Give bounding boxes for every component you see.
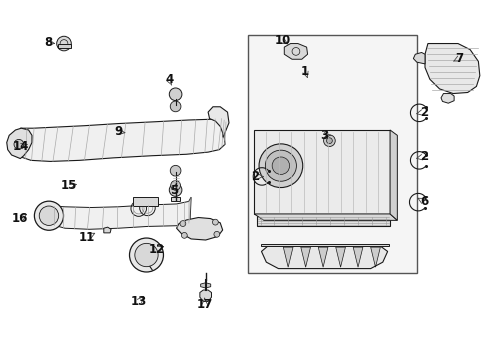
Circle shape <box>169 184 182 196</box>
Text: 3: 3 <box>320 129 328 142</box>
Text: 15: 15 <box>61 179 77 192</box>
Polygon shape <box>200 290 211 301</box>
Circle shape <box>181 233 187 238</box>
Text: 4: 4 <box>165 73 173 86</box>
Circle shape <box>129 238 163 272</box>
Text: 16: 16 <box>12 212 28 225</box>
Polygon shape <box>318 247 327 267</box>
Circle shape <box>259 144 302 188</box>
Circle shape <box>212 219 218 225</box>
Text: 7: 7 <box>454 52 462 65</box>
Polygon shape <box>284 44 307 59</box>
Text: 12: 12 <box>149 243 165 256</box>
Circle shape <box>34 201 63 230</box>
Circle shape <box>135 243 158 267</box>
Polygon shape <box>200 283 210 288</box>
Polygon shape <box>440 94 453 103</box>
Circle shape <box>39 206 59 225</box>
Text: 14: 14 <box>13 140 29 153</box>
Circle shape <box>14 139 24 149</box>
Polygon shape <box>133 197 158 206</box>
Polygon shape <box>58 44 71 48</box>
Polygon shape <box>176 217 222 240</box>
Polygon shape <box>370 247 380 267</box>
Text: 5: 5 <box>170 184 178 197</box>
Circle shape <box>265 150 296 181</box>
Polygon shape <box>335 247 345 267</box>
Polygon shape <box>248 35 416 273</box>
Circle shape <box>213 231 219 237</box>
Circle shape <box>57 36 71 51</box>
Polygon shape <box>412 53 424 64</box>
Polygon shape <box>256 216 389 226</box>
Polygon shape <box>48 197 191 229</box>
Text: 8: 8 <box>44 36 52 49</box>
Polygon shape <box>261 246 387 269</box>
Circle shape <box>170 165 181 176</box>
Polygon shape <box>352 247 362 267</box>
Text: 1: 1 <box>301 64 308 77</box>
Polygon shape <box>300 247 310 267</box>
Circle shape <box>272 157 289 175</box>
Text: 17: 17 <box>196 298 212 311</box>
Circle shape <box>323 135 335 147</box>
Text: 2: 2 <box>251 170 259 183</box>
Polygon shape <box>254 130 389 214</box>
Polygon shape <box>424 44 479 94</box>
Circle shape <box>326 138 332 144</box>
Polygon shape <box>260 244 388 246</box>
Text: 9: 9 <box>114 125 122 138</box>
Circle shape <box>169 88 182 100</box>
Polygon shape <box>283 247 292 267</box>
Circle shape <box>180 221 185 226</box>
Polygon shape <box>208 107 228 137</box>
Text: 2: 2 <box>419 150 427 163</box>
Text: 6: 6 <box>419 195 427 208</box>
Polygon shape <box>254 214 397 220</box>
Polygon shape <box>20 118 225 161</box>
Text: 13: 13 <box>131 295 147 308</box>
Polygon shape <box>389 130 397 220</box>
Polygon shape <box>7 128 32 158</box>
Circle shape <box>170 101 181 112</box>
Polygon shape <box>170 197 180 201</box>
Polygon shape <box>103 227 111 233</box>
Text: 10: 10 <box>274 34 290 47</box>
Text: 11: 11 <box>79 231 95 244</box>
Text: 2: 2 <box>419 105 427 119</box>
Circle shape <box>170 180 180 190</box>
